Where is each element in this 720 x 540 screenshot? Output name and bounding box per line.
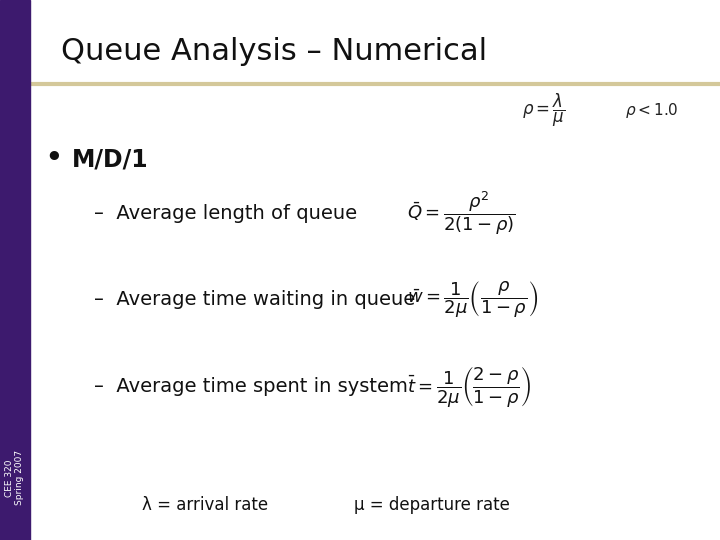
Text: CEE 320
Spring 2007: CEE 320 Spring 2007	[5, 450, 24, 505]
Text: λ = arrival rate: λ = arrival rate	[142, 496, 269, 514]
Text: $\bar{w} = \dfrac{1}{2\mu}\left(\dfrac{\rho}{1-\rho}\right)$: $\bar{w} = \dfrac{1}{2\mu}\left(\dfrac{\…	[407, 279, 538, 320]
Text: $\bar{Q} = \dfrac{\rho^2}{2(1-\rho)}$: $\bar{Q} = \dfrac{\rho^2}{2(1-\rho)}$	[407, 190, 516, 237]
Text: Queue Analysis – Numerical: Queue Analysis – Numerical	[61, 37, 487, 66]
Text: $\rho = \dfrac{\lambda}{\mu}$: $\rho = \dfrac{\lambda}{\mu}$	[522, 92, 565, 129]
Text: –  Average time waiting in queue: – Average time waiting in queue	[94, 290, 415, 309]
Bar	[0, 0, 30, 540]
Text: •: •	[45, 146, 63, 172]
Text: –  Average length of queue: – Average length of queue	[94, 204, 356, 223]
Text: –  Average time spent in system: – Average time spent in system	[94, 376, 408, 396]
Text: M/D/1: M/D/1	[72, 147, 148, 171]
Text: $\rho < 1.0$: $\rho < 1.0$	[625, 101, 678, 120]
Text: $\bar{t} = \dfrac{1}{2\mu}\left(\dfrac{2-\rho}{1-\rho}\right)$: $\bar{t} = \dfrac{1}{2\mu}\left(\dfrac{2…	[407, 363, 531, 409]
Text: μ = departure rate: μ = departure rate	[354, 496, 510, 514]
